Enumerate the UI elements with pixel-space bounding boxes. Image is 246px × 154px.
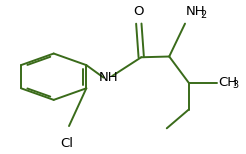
Text: NH: NH: [99, 71, 118, 84]
Text: O: O: [134, 5, 144, 18]
Text: CH: CH: [219, 76, 238, 89]
Text: 2: 2: [200, 10, 206, 20]
Text: 3: 3: [232, 80, 238, 90]
Text: NH: NH: [186, 5, 206, 18]
Text: Cl: Cl: [60, 136, 73, 150]
